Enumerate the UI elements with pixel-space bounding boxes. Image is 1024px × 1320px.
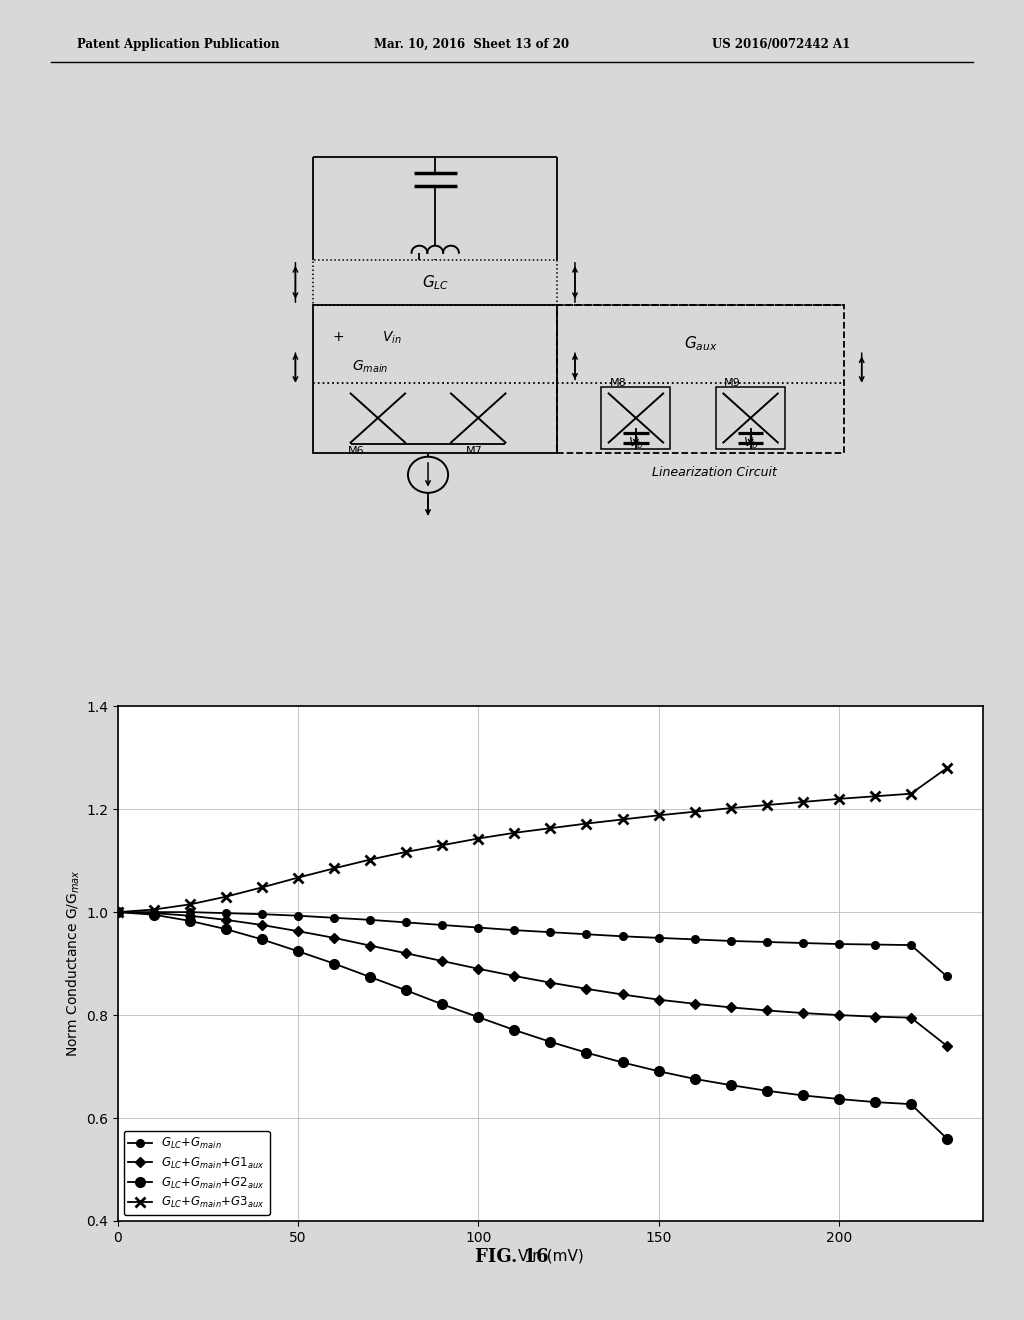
Text: Mar. 10, 2016  Sheet 13 of 20: Mar. 10, 2016 Sheet 13 of 20 (374, 38, 569, 51)
Legend: $G_{LC}$$+G_{main}$, $G_{LC}$$+G_{main}$$+G1_{aux}$, $G_{LC}$$+G_{main}$$+G2_{au: $G_{LC}$$+G_{main}$, $G_{LC}$$+G_{main}$… (124, 1131, 269, 1216)
Bar (313, 305, 557, 454)
Text: $V_b$: $V_b$ (742, 437, 759, 451)
Text: M8: M8 (609, 378, 627, 388)
Text: $V_{in}$: $V_{in}$ (382, 329, 402, 346)
Text: Linearization Circuit: Linearization Circuit (652, 466, 777, 479)
Text: +: + (333, 330, 344, 345)
Text: $V_b$: $V_b$ (628, 437, 644, 451)
Text: Patent Application Publication: Patent Application Publication (77, 38, 280, 51)
X-axis label: Vin (mV): Vin (mV) (517, 1249, 584, 1263)
Bar (557, 305, 844, 454)
Bar (313, 260, 557, 305)
Y-axis label: Norm Conductance G/G$_{max}$: Norm Conductance G/G$_{max}$ (65, 870, 82, 1057)
Bar (601, 387, 671, 449)
Text: FIG. 16: FIG. 16 (475, 1247, 549, 1266)
Text: M6: M6 (348, 446, 365, 457)
Text: M7: M7 (466, 446, 483, 457)
Text: US 2016/0072442 A1: US 2016/0072442 A1 (712, 38, 850, 51)
Text: $G_{aux}$: $G_{aux}$ (684, 334, 717, 354)
Text: $G_{LC}$: $G_{LC}$ (422, 273, 449, 292)
Text: M9: M9 (724, 378, 741, 388)
Bar (716, 387, 785, 449)
Text: $G_{main}$: $G_{main}$ (352, 358, 389, 375)
